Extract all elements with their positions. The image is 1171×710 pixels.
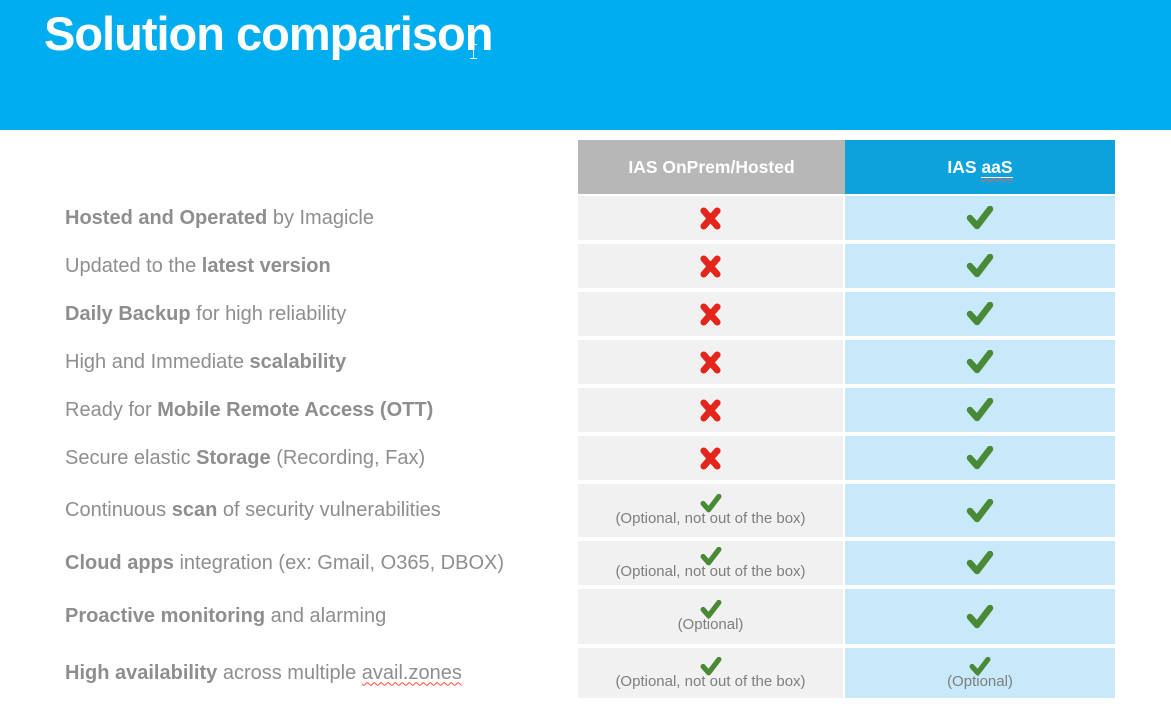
cross-icon [700, 398, 721, 422]
feature-row: Ready for Mobile Remote Access (OTT) [0, 388, 1115, 432]
check-icon [966, 446, 994, 470]
cross-icon [700, 254, 721, 278]
feature-label-text: Hosted and Operated by Imagicle [65, 206, 374, 229]
cross-icon [700, 446, 721, 470]
feature-row: High and Immediate scalability [0, 340, 1115, 384]
aas-cell[interactable] [845, 292, 1115, 336]
aas-cell[interactable] [845, 436, 1115, 480]
aas-cell[interactable]: (Optional) [845, 648, 1115, 698]
title-banner [0, 0, 1171, 130]
onprem-cell[interactable] [578, 388, 845, 432]
feature-row: Continuous scan of security vulnerabilit… [0, 484, 1115, 537]
aas-cell[interactable] [845, 589, 1115, 644]
onprem-cell[interactable] [578, 244, 845, 288]
aas-cell[interactable] [845, 196, 1115, 240]
check-icon [966, 350, 994, 374]
feature-label-text: Proactive monitoring and alarming [65, 605, 387, 627]
onprem-cell[interactable] [578, 436, 845, 480]
page-title[interactable]: Solution comparison [44, 7, 493, 60]
optional-note: (Optional) [677, 616, 744, 633]
feature-row: Proactive monitoring and alarming (Option… [0, 589, 1115, 644]
feature-label[interactable]: Ready for Mobile Remote Access (OTT) [0, 388, 578, 432]
check-icon [966, 398, 994, 422]
column-header-onprem[interactable]: IAS OnPrem/Hosted [578, 140, 845, 194]
check-icon [966, 206, 994, 230]
check-icon [700, 546, 721, 565]
check-icon [700, 494, 721, 513]
table-rows: Hosted and Operated by Imagicle Updated t… [0, 196, 1115, 698]
aas-cell[interactable] [845, 388, 1115, 432]
feature-label[interactable]: Secure elastic Storage (Recording, Fax) [0, 436, 578, 480]
feature-label-text: Ready for Mobile Remote Access (OTT) [65, 398, 434, 421]
check-icon [966, 254, 994, 278]
feature-label[interactable]: Proactive monitoring and alarming [0, 589, 578, 644]
feature-label[interactable]: High and Immediate scalability [0, 340, 578, 384]
feature-row: Secure elastic Storage (Recording, Fax) [0, 436, 1115, 480]
aas-underlined-text: aaS [981, 156, 1013, 178]
table-header-row: IAS OnPrem/Hosted IAS aaS [0, 140, 1115, 194]
onprem-cell[interactable]: (Optional, not out of the box) [578, 541, 845, 585]
cross-icon [700, 206, 721, 230]
aas-cell[interactable] [845, 541, 1115, 585]
header-spacer [0, 140, 578, 194]
onprem-cell[interactable]: (Optional) [578, 589, 845, 644]
column-header-onprem-label: IAS OnPrem/Hosted [628, 156, 795, 177]
aas-cell[interactable] [845, 340, 1115, 384]
check-icon [966, 604, 994, 628]
check-icon [966, 498, 994, 522]
check-icon [969, 656, 991, 675]
onprem-cell[interactable] [578, 340, 845, 384]
onprem-cell[interactable] [578, 292, 845, 336]
optional-note: (Optional, not out of the box) [615, 672, 806, 690]
cross-icon [700, 350, 721, 374]
feature-label[interactable]: Continuous scan of security vulnerabilit… [0, 484, 578, 537]
feature-label-text: Daily Backup for high reliability [65, 302, 347, 325]
feature-label-text: High availability across multiple avail.… [65, 661, 462, 684]
feature-label[interactable]: Cloud apps integration (ex: Gmail, O365,… [0, 541, 578, 585]
column-header-aas[interactable]: IAS aaS [845, 140, 1115, 194]
feature-row: High availability across multiple avail.… [0, 648, 1115, 698]
aas-cell[interactable] [845, 244, 1115, 288]
feature-label-text: Updated to the latest version [65, 254, 331, 277]
feature-label[interactable]: High availability across multiple avail.… [0, 648, 578, 698]
feature-label[interactable]: Updated to the latest version [0, 244, 578, 288]
feature-row: Cloud apps integration (ex: Gmail, O365,… [0, 541, 1115, 585]
feature-label-text: Continuous scan of security vulnerabilit… [65, 499, 441, 521]
comparison-table[interactable]: IAS OnPrem/Hosted IAS aaS Hosted and Ope… [0, 140, 1115, 698]
feature-label[interactable]: Daily Backup for high reliability [0, 292, 578, 336]
feature-label-text: Cloud apps integration (ex: Gmail, O365,… [65, 551, 505, 574]
feature-label-text: High and Immediate scalability [65, 350, 347, 373]
onprem-cell[interactable] [578, 196, 845, 240]
feature-label[interactable]: Hosted and Operated by Imagicle [0, 196, 578, 240]
optional-note: (Optional, not out of the box) [615, 510, 806, 527]
feature-row: Hosted and Operated by Imagicle [0, 196, 1115, 240]
feature-row: Updated to the latest version [0, 244, 1115, 288]
text-cursor-icon [468, 42, 479, 61]
onprem-cell[interactable]: (Optional, not out of the box) [578, 484, 845, 537]
cross-icon [700, 302, 721, 326]
check-icon [700, 656, 721, 675]
onprem-cell[interactable]: (Optional, not out of the box) [578, 648, 845, 698]
optional-note: (Optional) [947, 672, 1013, 690]
check-icon [966, 551, 994, 575]
check-icon [700, 600, 721, 619]
optional-note: (Optional, not out of the box) [615, 562, 806, 580]
feature-label-text: Secure elastic Storage (Recording, Fax) [65, 446, 426, 469]
feature-row: Daily Backup for high reliability [0, 292, 1115, 336]
column-header-aas-label: IAS aaS [947, 156, 1013, 178]
aas-cell[interactable] [845, 484, 1115, 537]
check-icon [966, 302, 994, 326]
